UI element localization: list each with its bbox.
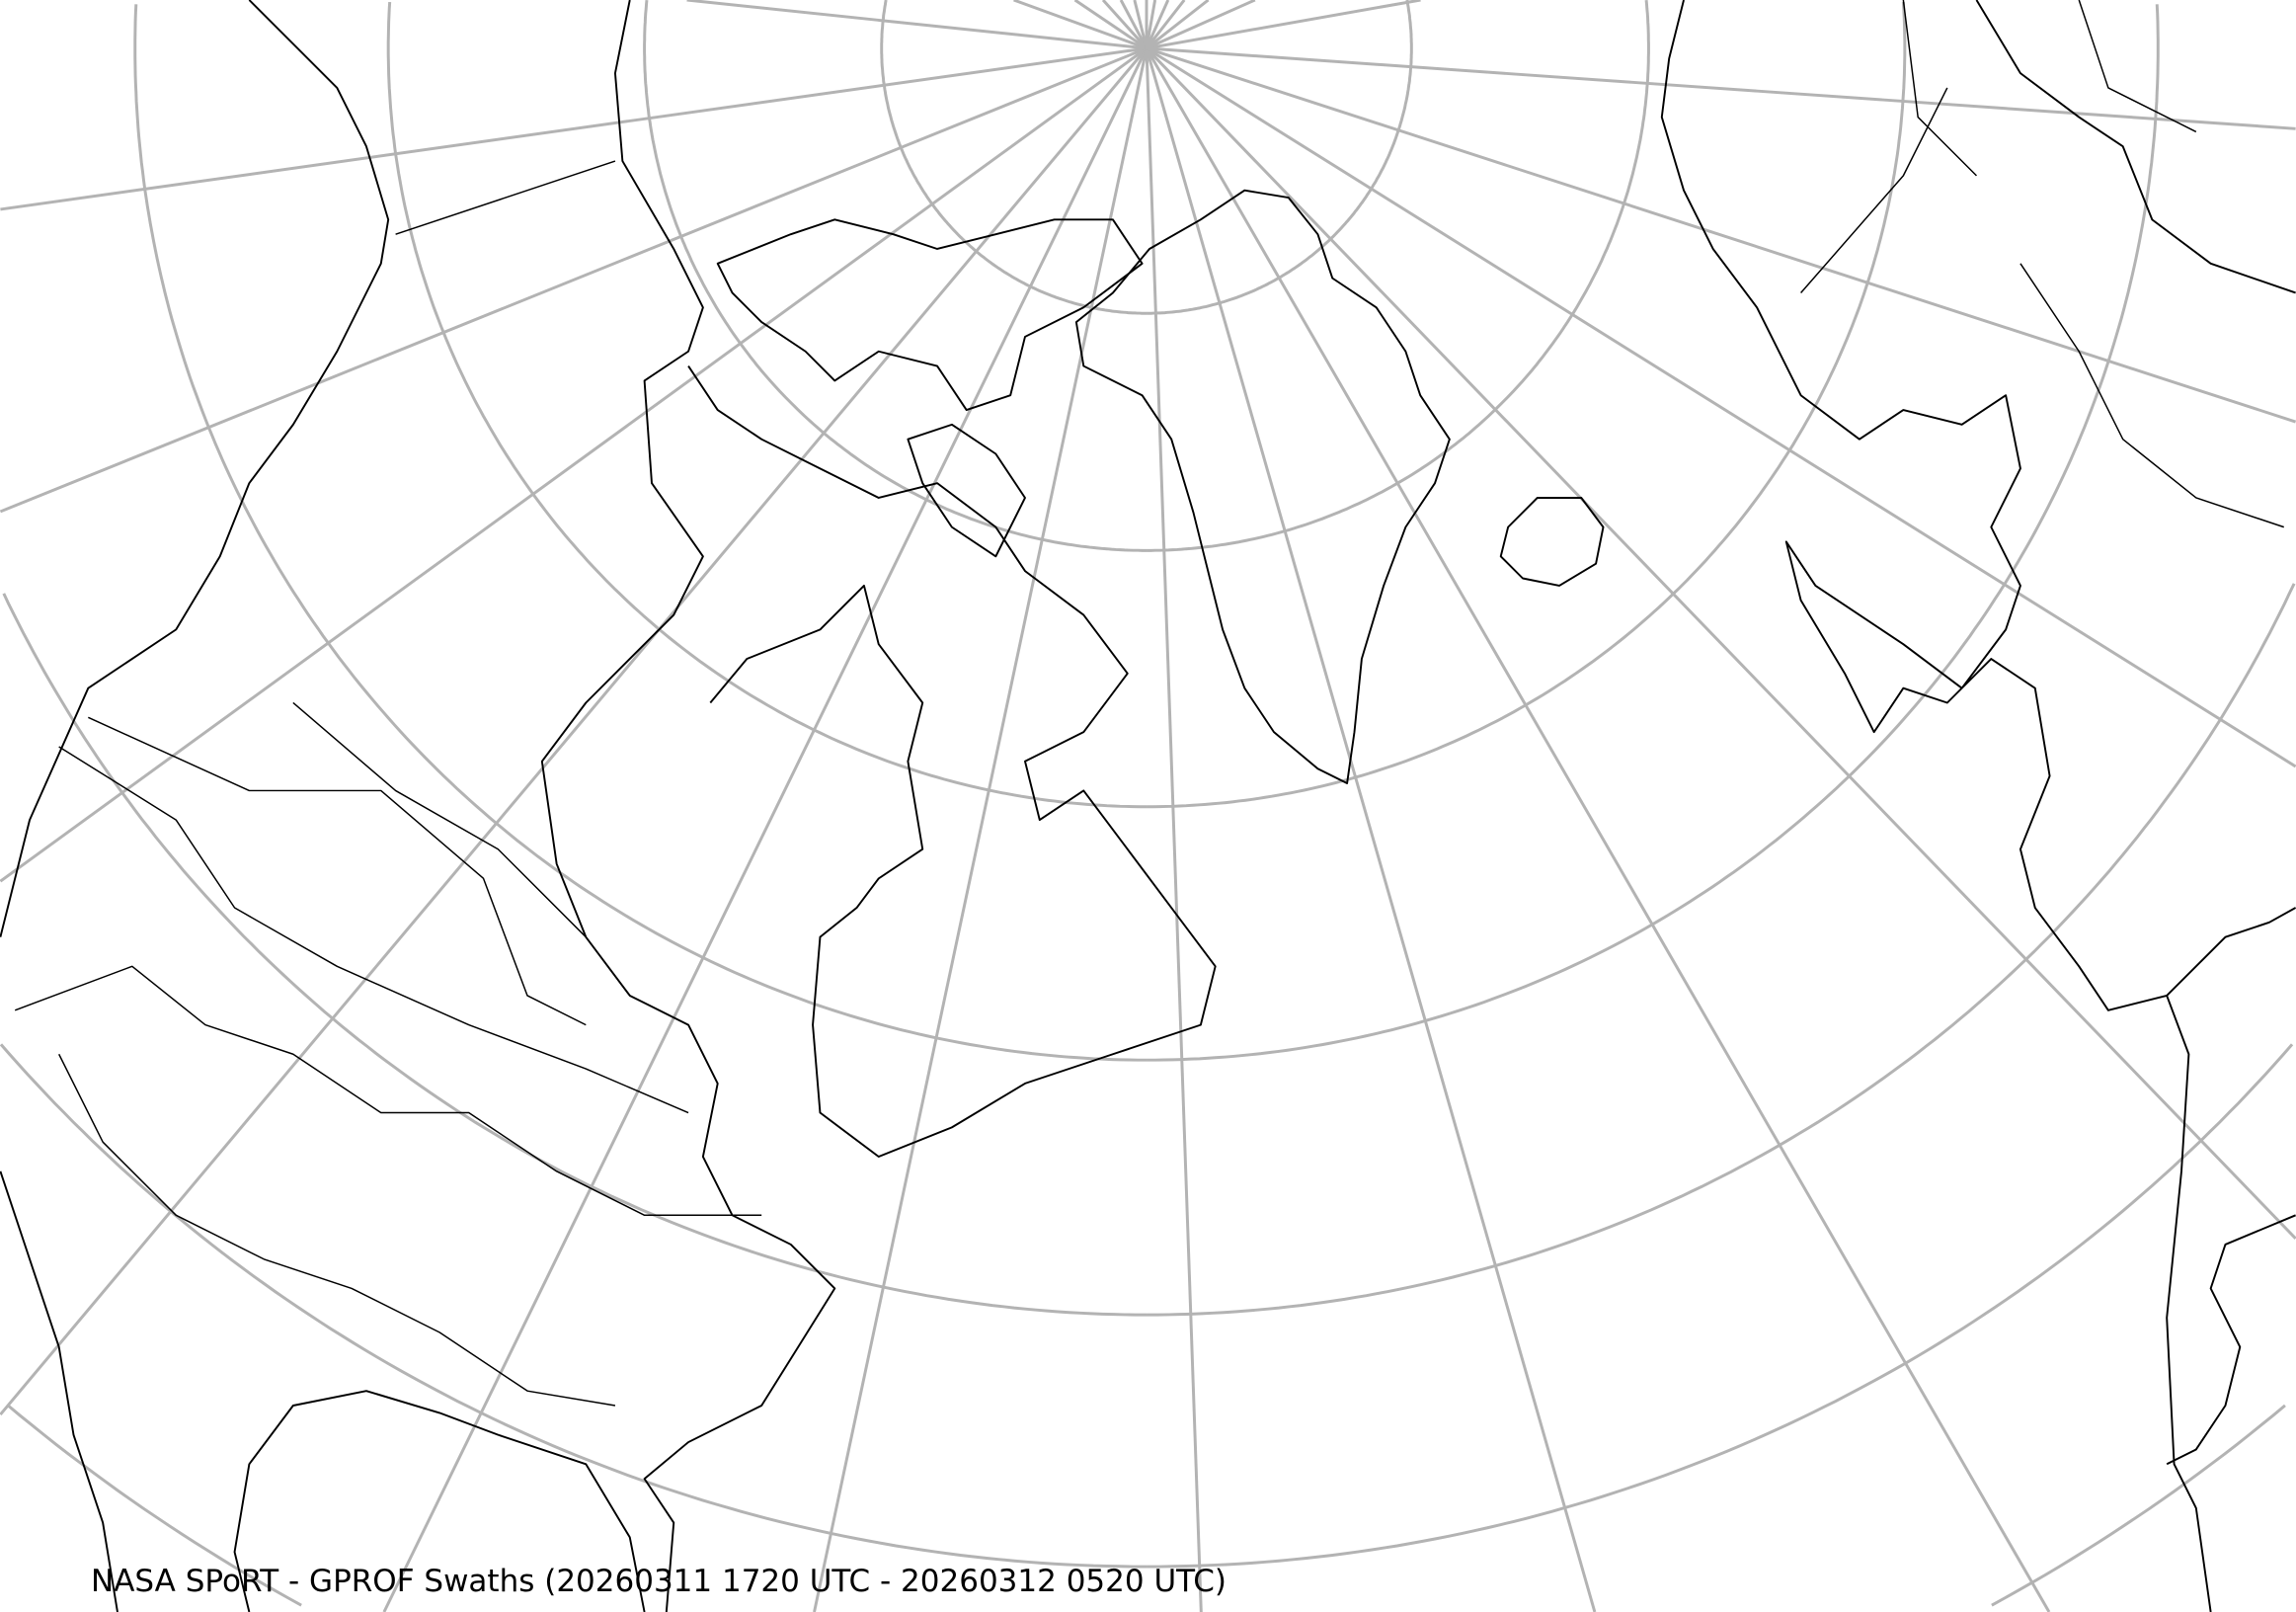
hudson-bay-coast [687,365,1217,1158]
meridian-line [1145,0,1170,49]
meridian-line [1145,47,2051,1612]
meridian-line [1145,0,1157,49]
latitude-circle [7,1404,302,1607]
latitude-circle [2,593,1148,1317]
meridian-line [686,0,1148,50]
latitude-circle [880,0,1148,315]
arctic-islands [716,218,1144,558]
meridian-line [1146,0,1421,50]
borders [14,0,2284,1407]
iceland-coast [1499,497,1605,587]
meridian-line [1013,0,1148,50]
meridian-line [1146,46,2296,130]
meridian-line [1145,0,1186,49]
latitude-circle [133,4,1148,1062]
meridian-line [0,46,1148,211]
latitude-circle [386,1,1148,809]
meridian-line [1145,47,1203,1612]
meridian-line [1145,47,1597,1612]
latitude-circle [0,1043,1148,1569]
latitude-circle [1147,583,2296,1317]
latitude-circle [1147,1043,2294,1569]
latitude-circle [1147,1,1907,809]
meridian-line [1146,46,2296,768]
north-america-coast [0,0,836,1612]
map-caption: NASA SPoRT - GPROF Swaths (20260311 1720… [91,1564,1227,1599]
meridian-line [1145,46,2296,1240]
meridian-line [0,46,1148,1415]
meridian-line [382,47,1148,1612]
latitude-circle [1147,0,1413,315]
greenland-coast [1074,189,1451,784]
meridian-line [0,46,1148,514]
meridian-line [1146,0,1256,50]
latitude-circle [1147,0,1650,552]
meridian-line [813,47,1148,1612]
meridian-line [1119,0,1148,49]
meridian-line [1073,0,1148,50]
europe-coast [1660,0,2296,1612]
meridian-line [1146,46,2296,424]
latitude-circle [1147,4,2160,1062]
meridian-line [1133,0,1148,49]
meridian-line [1146,0,1210,50]
meridian-line [1101,0,1148,49]
meridian-line [0,46,1148,883]
latitude-circle [1991,1404,2286,1607]
